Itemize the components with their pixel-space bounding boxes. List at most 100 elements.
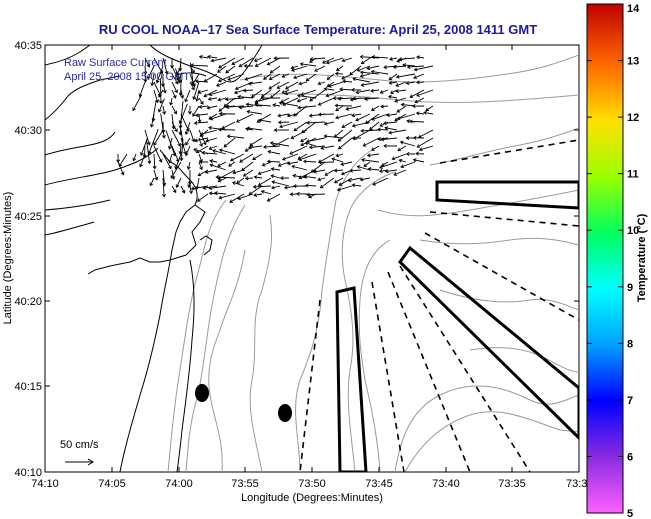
current-vector [300,137,308,143]
current-vector [189,129,196,143]
current-vector [175,177,182,189]
current-vector [266,159,281,164]
current-vector [195,113,209,118]
current-vector [192,105,200,117]
current-vector [352,77,371,83]
current-vector [269,65,281,74]
current-vector [139,153,146,168]
current-vector [209,163,227,171]
current-vector [246,126,263,131]
current-vector [293,121,308,132]
current-vector [317,112,335,117]
current-vector [232,181,245,187]
current-vector [208,145,218,151]
current-vector [325,57,344,65]
current-vector [281,153,299,161]
current-vector [160,73,165,88]
current-vector [171,129,182,147]
current-vector [304,183,317,188]
current-vector [317,177,326,182]
current-vector [405,81,416,86]
current-vector [205,137,218,143]
current-vector [351,136,362,141]
current-vector [178,100,184,129]
current-vector [337,96,353,101]
current-vector [406,64,425,69]
current-vector [360,57,371,65]
current-vector [360,81,380,87]
transect-boxes [335,180,579,472]
current-vector [345,105,362,111]
current-vector [371,113,389,121]
current-vector [180,185,186,194]
current-vector [171,105,178,115]
current-vector [252,153,263,161]
current-vector [300,89,317,96]
current-vector [206,105,218,110]
current-vector [210,57,227,63]
current-vector [281,89,290,94]
current-vector [364,96,380,101]
current-vector [321,57,335,64]
x-tick-label: 74:10 [31,478,59,490]
current-vector [171,169,176,180]
current-vector [263,144,281,149]
current-vector [413,73,425,80]
current-vector [252,184,272,189]
current-vector [147,65,155,80]
current-vector [229,193,245,203]
current-vector [400,161,416,169]
current-vector [291,65,308,72]
current-vector [117,161,125,176]
current-vector [194,79,209,84]
current-vector [232,169,245,175]
current-vector [152,153,157,170]
current-vector [149,100,157,128]
current-vector [359,73,371,78]
legend-line-1: Raw Surface Current [64,57,167,69]
current-vector [279,176,290,181]
y-tick-label: 40:10 [14,467,42,479]
current-vector [248,145,263,150]
current-vector [395,89,407,94]
current-vector [386,113,398,118]
current-vector [392,64,407,69]
current-vector [399,140,416,147]
current-vector [402,63,416,68]
current-vector [242,169,254,177]
current-vector [217,161,227,167]
current-vector [215,81,227,87]
current-vector [340,161,353,166]
current-vector [277,113,290,118]
current-vector [245,102,263,107]
current-vector [197,89,209,95]
current-vector [269,141,290,147]
current-vector [162,153,172,170]
current-vector [327,81,344,88]
current-vector [209,113,227,121]
current-vector [387,94,398,99]
current-vector [383,121,398,126]
current-vector [207,54,218,59]
current-vector [244,176,254,181]
current-vector [143,65,148,75]
current-vector [391,153,407,161]
current-vector [326,73,335,80]
current-vector [372,177,389,186]
current-vector [367,167,380,172]
current-vector [412,158,425,163]
current-vector [356,65,371,72]
current-vector [158,78,163,104]
current-vector [333,168,344,173]
current-vector [277,161,290,167]
current-vector [383,143,398,148]
current-vector [351,121,371,128]
current-vector [238,57,254,68]
current-vector [199,129,218,136]
x-tick-label: 73:3 [566,478,587,490]
current-vector [180,89,185,99]
current-vector [132,95,142,112]
current-vector [306,120,326,125]
current-vector [221,121,236,130]
y-tick-label: 40:20 [14,296,42,308]
